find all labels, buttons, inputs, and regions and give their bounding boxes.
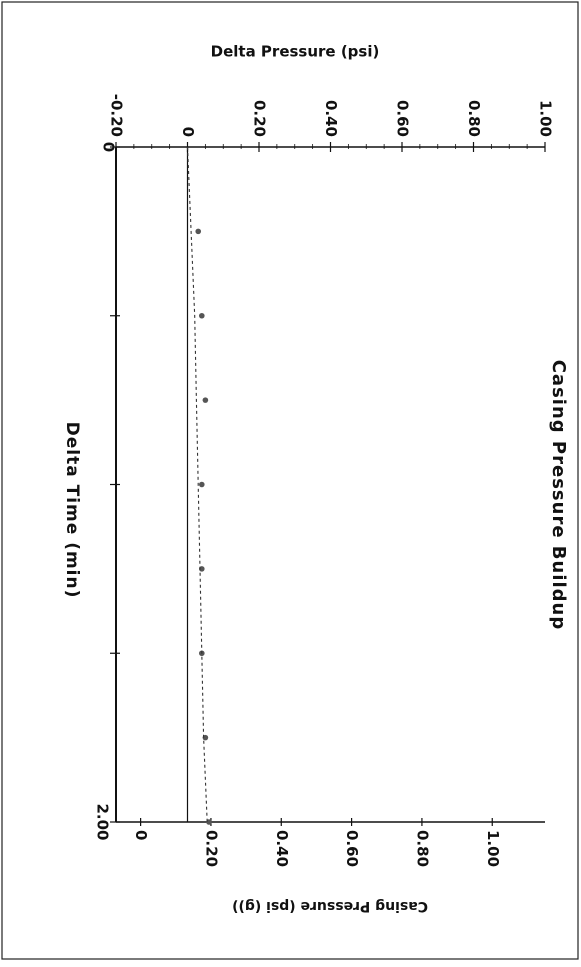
trend-line: [186, 146, 208, 823]
delta-pressure-tick-label: 1.00: [537, 100, 555, 137]
delta-pressure-tick-label: -0.20: [108, 94, 126, 137]
casing-pressure-tick-label: 0.40: [273, 830, 291, 867]
casing-pressure-tick-label: 0: [132, 830, 150, 840]
delta-pressure-tick-label: 0.60: [394, 100, 412, 137]
time-tick-label: 2.00: [94, 803, 112, 840]
delta-pressure-tick-label: 0.40: [322, 100, 340, 137]
chart-title: Casing Pressure Buildup: [548, 360, 569, 631]
data-point: [195, 228, 202, 235]
delta-pressure-axis-label: Delta Pressure (psi): [211, 43, 380, 61]
data-point: [199, 481, 205, 488]
casing-pressure-axis-label: Casing Pressure (psi (g)): [232, 898, 428, 914]
delta-pressure-tick-label: 0.20: [251, 100, 269, 137]
data-point: [199, 312, 205, 319]
casing-pressure-tick-label: 0.20: [202, 830, 220, 867]
delta-pressure-tick-label: 0: [179, 127, 197, 137]
casing-pressure-tick-label: 0.80: [413, 830, 431, 867]
data-point: [202, 397, 209, 403]
time-tick-label: 0: [100, 142, 118, 152]
delta-time-axis-label: Delta Time (min): [62, 422, 82, 599]
delta-pressure-tick-label: 0.80: [465, 100, 483, 137]
casing-pressure-tick-label: 1.00: [484, 830, 502, 867]
casing-pressure-tick-label: 0.60: [343, 830, 361, 867]
